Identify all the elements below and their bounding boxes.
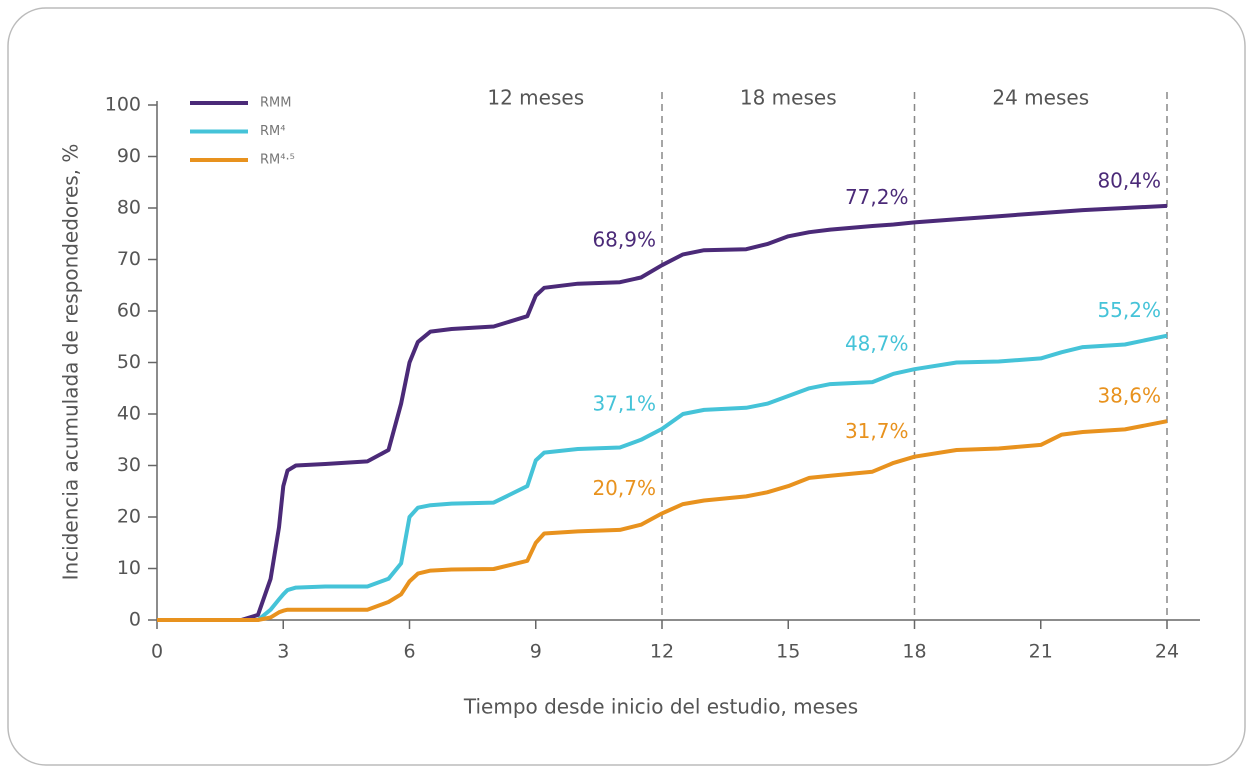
x-tick-label: 3 bbox=[277, 641, 289, 663]
data-label: 77,2% bbox=[845, 185, 909, 209]
period-label: 18 meses bbox=[740, 86, 837, 110]
y-axis-label: Incidencia acumulada de respondedores, % bbox=[59, 144, 83, 581]
data-label: 37,1% bbox=[592, 391, 656, 415]
y-tick-label: 80 bbox=[117, 197, 141, 219]
data-label: 38,6% bbox=[1097, 384, 1161, 408]
x-tick-label: 12 bbox=[650, 641, 674, 663]
data-label: 48,7% bbox=[845, 332, 909, 356]
x-tick-label: 9 bbox=[530, 641, 542, 663]
legend-label: RM⁴ bbox=[260, 124, 285, 139]
x-tick-label: 21 bbox=[1029, 641, 1053, 663]
x-tick-label: 15 bbox=[776, 641, 800, 663]
y-tick-label: 0 bbox=[129, 609, 141, 631]
y-tick-label: 100 bbox=[105, 94, 141, 116]
series-line bbox=[157, 203, 1168, 622]
data-label: 20,7% bbox=[592, 476, 656, 500]
x-tick-label: 18 bbox=[902, 641, 926, 663]
period-label: 24 meses bbox=[992, 86, 1089, 110]
legend-label: RMM bbox=[260, 96, 291, 111]
y-tick-label: 30 bbox=[117, 454, 141, 476]
series-line bbox=[157, 419, 1168, 622]
legend-label: RM⁴·⁵ bbox=[260, 153, 295, 168]
y-tick-label: 20 bbox=[117, 506, 141, 528]
data-label: 68,9% bbox=[592, 228, 656, 252]
series-line bbox=[157, 333, 1168, 622]
data-label: 80,4% bbox=[1097, 168, 1161, 192]
period-label: 12 meses bbox=[487, 86, 584, 110]
x-axis-label: Tiempo desde inicio del estudio, meses bbox=[463, 695, 858, 719]
y-tick-label: 60 bbox=[117, 300, 141, 322]
data-label: 31,7% bbox=[845, 419, 909, 443]
frame bbox=[7, 7, 1246, 766]
x-tick-label: 24 bbox=[1155, 641, 1179, 663]
y-tick-label: 90 bbox=[117, 145, 141, 167]
x-tick-label: 0 bbox=[151, 641, 163, 663]
x-tick-label: 6 bbox=[403, 641, 415, 663]
y-tick-label: 50 bbox=[117, 351, 141, 373]
y-tick-label: 10 bbox=[117, 557, 141, 579]
data-label: 55,2% bbox=[1097, 298, 1161, 322]
y-tick-label: 40 bbox=[117, 403, 141, 425]
y-tick-label: 70 bbox=[117, 248, 141, 270]
